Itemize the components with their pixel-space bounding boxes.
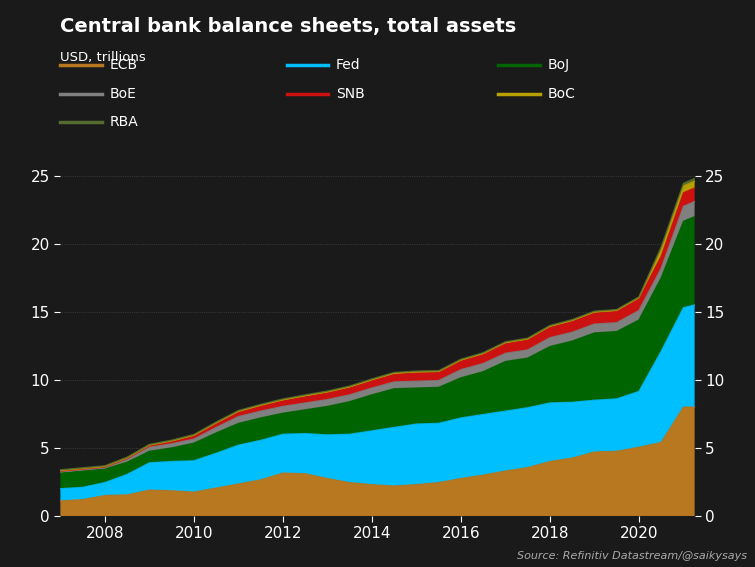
Text: ECB: ECB bbox=[109, 58, 137, 72]
Text: Source: Refinitiv Datastream/@saikysays: Source: Refinitiv Datastream/@saikysays bbox=[517, 551, 747, 561]
Text: USD, trillions: USD, trillions bbox=[60, 51, 146, 64]
Text: Central bank balance sheets, total assets: Central bank balance sheets, total asset… bbox=[60, 17, 516, 36]
Text: BoJ: BoJ bbox=[547, 58, 569, 72]
Text: BoC: BoC bbox=[547, 87, 575, 100]
Text: Fed: Fed bbox=[336, 58, 361, 72]
Text: BoE: BoE bbox=[109, 87, 137, 100]
Text: RBA: RBA bbox=[109, 115, 138, 129]
Text: SNB: SNB bbox=[336, 87, 365, 100]
